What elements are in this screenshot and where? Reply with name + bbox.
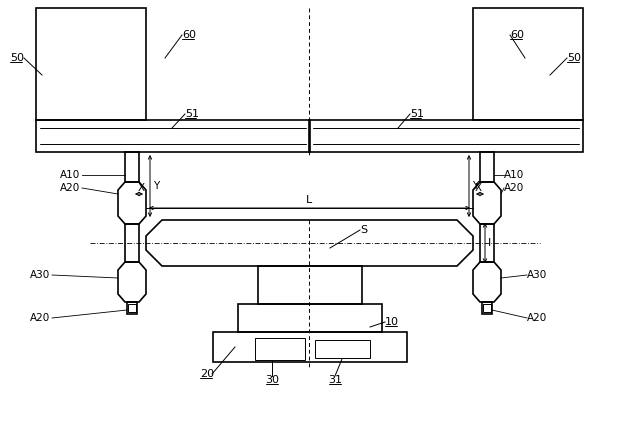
- Text: 30: 30: [265, 375, 279, 385]
- Bar: [127, 302, 137, 314]
- Bar: [473, 8, 583, 120]
- Text: X: X: [474, 183, 482, 193]
- Text: 50: 50: [10, 53, 24, 63]
- Text: X: X: [137, 183, 145, 193]
- Text: A30: A30: [30, 270, 50, 280]
- Text: 50: 50: [567, 53, 581, 63]
- Text: Y: Y: [153, 181, 159, 191]
- Text: I: I: [488, 238, 491, 248]
- Text: 60: 60: [182, 30, 196, 40]
- Bar: [36, 8, 146, 120]
- Text: L: L: [306, 195, 312, 205]
- Text: A30: A30: [527, 270, 547, 280]
- Bar: [480, 152, 494, 182]
- Bar: [213, 332, 407, 362]
- Text: A20: A20: [60, 183, 80, 193]
- Bar: [483, 304, 491, 312]
- Bar: [482, 302, 492, 314]
- Bar: [309, 120, 583, 152]
- Bar: [258, 266, 362, 304]
- Text: A10: A10: [60, 170, 80, 180]
- Text: Y: Y: [472, 181, 478, 191]
- Text: 60: 60: [510, 30, 524, 40]
- Text: S: S: [360, 225, 367, 235]
- Bar: [128, 304, 136, 312]
- Text: A20: A20: [504, 183, 524, 193]
- Bar: [36, 120, 310, 152]
- Bar: [255, 338, 305, 360]
- Bar: [125, 224, 139, 262]
- Bar: [238, 304, 382, 332]
- Text: 20: 20: [200, 369, 214, 379]
- Text: A20: A20: [30, 313, 50, 323]
- Text: 31: 31: [328, 375, 342, 385]
- Bar: [125, 152, 139, 182]
- Text: 10: 10: [385, 317, 399, 327]
- Text: 51: 51: [410, 109, 424, 119]
- Bar: [315, 340, 370, 358]
- Text: A10: A10: [504, 170, 524, 180]
- Text: A20: A20: [527, 313, 547, 323]
- Bar: [480, 224, 494, 262]
- Text: 51: 51: [185, 109, 199, 119]
